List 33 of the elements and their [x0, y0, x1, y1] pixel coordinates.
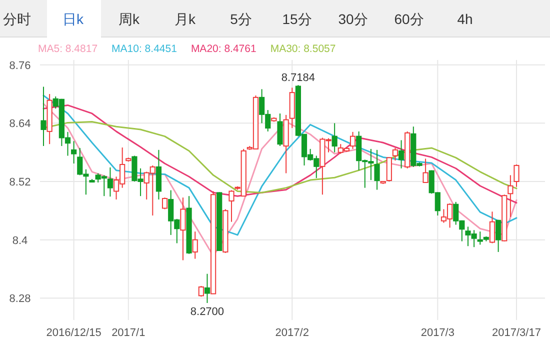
candlestick	[332, 122, 338, 153]
candlestick	[46, 94, 52, 145]
candlestick	[508, 174, 514, 218]
tab-bar: 分时 日k 周k 月k 5分 15分 30分 60分 4h	[0, 0, 550, 38]
text: MA5: 8.4817	[38, 43, 98, 55]
y-tick-label: 8.4	[12, 234, 28, 247]
candlestick	[180, 197, 186, 261]
annotation: 8.7184	[281, 72, 316, 84]
candlestick	[107, 166, 114, 198]
candlestick	[192, 231, 198, 260]
candlestick	[156, 149, 162, 200]
text: MA30: 8.5057	[270, 43, 336, 55]
annotation: 8.2700	[190, 306, 224, 318]
text: MA10: 8.4451	[112, 43, 178, 55]
x-tick-label: 2017/1	[112, 327, 146, 339]
x-tick-label: 2017/2	[275, 327, 309, 339]
candlestick	[398, 140, 404, 169]
y-tick-label: 8.52	[9, 176, 31, 188]
x-tick-label: 2016/12/15	[46, 327, 102, 339]
line-series	[42, 94, 518, 236]
line-series	[42, 104, 518, 204]
candlestick	[283, 114, 289, 174]
candlestick	[40, 86, 46, 147]
y-tick-label: 8.64	[9, 118, 31, 130]
x-tick-label: 2017/3	[420, 327, 454, 339]
text: MA20: 8.4761	[190, 43, 256, 55]
candlestick	[71, 140, 77, 164]
candlestick	[204, 273, 210, 304]
candlestick	[289, 87, 295, 129]
y-tick-label: 8.76	[9, 60, 31, 72]
x-tick-label: 2017/3/17	[492, 327, 541, 339]
y-tick-label: 8.28	[9, 293, 31, 306]
candlestick	[374, 149, 380, 190]
